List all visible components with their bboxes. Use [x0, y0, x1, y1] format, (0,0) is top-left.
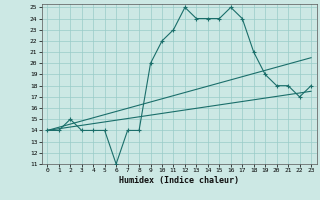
X-axis label: Humidex (Indice chaleur): Humidex (Indice chaleur): [119, 176, 239, 185]
